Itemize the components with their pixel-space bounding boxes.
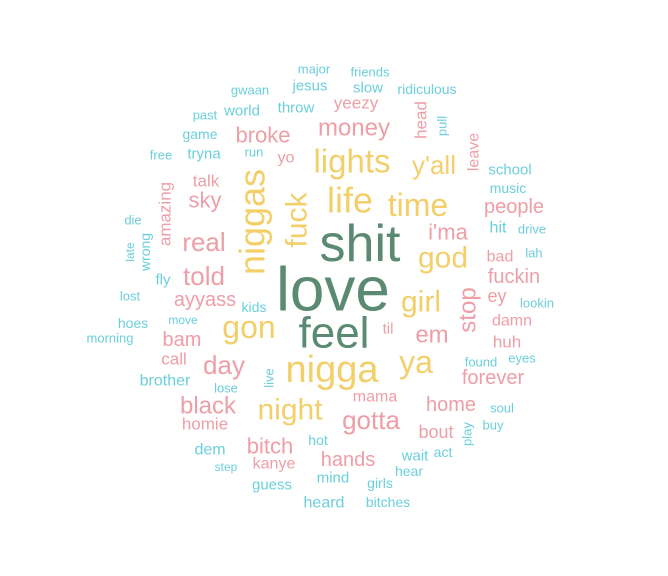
word-ima-21: i'ma bbox=[428, 220, 468, 245]
word-lights-6: lights bbox=[313, 143, 390, 180]
word-step-92: step bbox=[215, 460, 238, 474]
word-leave-39: leave bbox=[466, 133, 483, 171]
word-throw-59: throw bbox=[278, 100, 315, 117]
word-pull-71: pull bbox=[435, 116, 450, 136]
word-money-16: money bbox=[318, 115, 390, 142]
word-bout-35: bout bbox=[418, 422, 453, 442]
word-lose-80: lose bbox=[214, 381, 238, 396]
word-life-5: life bbox=[327, 180, 373, 221]
word-head-38: head bbox=[412, 101, 431, 139]
word-yeezy-37: yeezy bbox=[334, 94, 379, 113]
word-hot-90: hot bbox=[308, 432, 328, 448]
word-damn-44: damn bbox=[492, 313, 532, 330]
word-real-18: real bbox=[182, 227, 225, 257]
word-ridiculous-63: ridiculous bbox=[397, 81, 456, 97]
word-hear-89: hear bbox=[395, 463, 423, 479]
word-friends-64: friends bbox=[350, 65, 390, 80]
word-feel-2: feel bbox=[299, 309, 370, 358]
word-sky-25: sky bbox=[189, 188, 222, 213]
word-ey-46: ey bbox=[487, 286, 506, 306]
word-kanye-49: kanye bbox=[253, 456, 296, 473]
word-game-68: game bbox=[182, 126, 217, 142]
word-amazing-34: amazing bbox=[156, 182, 175, 246]
word-world-60: world bbox=[223, 103, 260, 120]
word-lah-56: lah bbox=[525, 246, 542, 261]
word-call-42: call bbox=[161, 350, 187, 369]
word-mind-94: mind bbox=[317, 470, 350, 487]
word-fuckin-31: fuckin bbox=[488, 266, 540, 288]
word-shit-1: shit bbox=[320, 215, 401, 273]
word-dem-91: dem bbox=[194, 442, 225, 459]
word-soul-84: soul bbox=[490, 401, 514, 416]
word-gon-9: gon bbox=[222, 309, 275, 345]
word-broke-24: broke bbox=[235, 123, 290, 148]
word-nigga-3: nigga bbox=[286, 349, 380, 391]
word-wait-88: wait bbox=[401, 448, 430, 465]
word-act-87: act bbox=[434, 444, 453, 460]
word-wrong-50: wrong bbox=[137, 233, 153, 272]
word-gwaan-66: gwaan bbox=[231, 83, 269, 98]
word-forever-28: forever bbox=[462, 367, 525, 389]
word-play-86: play bbox=[460, 422, 475, 446]
word-lookin-57: lookin bbox=[520, 296, 554, 311]
word-morning-79: morning bbox=[87, 331, 134, 346]
word-fly-74: fly bbox=[156, 272, 172, 289]
word-hands-29: hands bbox=[321, 449, 376, 471]
word-major-65: major bbox=[298, 62, 331, 77]
word-homie-40: homie bbox=[182, 415, 228, 434]
word-buy-85: buy bbox=[483, 418, 504, 433]
word-late-73: late bbox=[123, 242, 137, 262]
word-music-54: music bbox=[490, 180, 527, 196]
word-past-67: past bbox=[193, 108, 218, 123]
word-bitch-26: bitch bbox=[247, 434, 293, 459]
word-lost-75: lost bbox=[120, 289, 141, 304]
word-love-0: love bbox=[276, 256, 390, 325]
word-em-20: em bbox=[415, 322, 448, 349]
word-slow-62: slow bbox=[353, 80, 383, 97]
word-bad-45: bad bbox=[487, 249, 514, 266]
word-move-77: move bbox=[168, 313, 198, 327]
word-school-53: school bbox=[488, 162, 531, 179]
word-jesus-61: jesus bbox=[291, 78, 327, 95]
word-til-48: til bbox=[383, 321, 394, 338]
word-ya-12: ya bbox=[399, 344, 433, 380]
word-heard-96: heard bbox=[304, 495, 345, 512]
word-girl-10: girl bbox=[401, 286, 441, 319]
word-tryna-58: tryna bbox=[187, 146, 221, 163]
word-niggas-4: niggas bbox=[232, 169, 273, 275]
word-kids-76: kids bbox=[242, 299, 267, 315]
word-die-72: die bbox=[124, 213, 141, 228]
word-hit-52: hit bbox=[490, 220, 507, 237]
word-day-19: day bbox=[203, 350, 245, 380]
word-yo-47: yo bbox=[278, 150, 295, 167]
word-talk-36: talk bbox=[193, 172, 220, 191]
word-bam-32: bam bbox=[163, 329, 202, 351]
word-run-70: run bbox=[245, 145, 264, 160]
word-girls-95: girls bbox=[367, 475, 393, 491]
word-hoes-78: hoes bbox=[118, 315, 148, 331]
word-bitches-97: bitches bbox=[366, 494, 410, 510]
word-live-81: live bbox=[262, 368, 277, 388]
word-people-30: people bbox=[484, 196, 544, 218]
word-home-27: home bbox=[426, 394, 476, 416]
word-god-11: god bbox=[418, 242, 468, 275]
word-stop-22: stop bbox=[455, 287, 482, 332]
word-night-14: night bbox=[257, 394, 323, 427]
word-time-7: time bbox=[388, 187, 448, 223]
word-told-17: told bbox=[183, 261, 225, 291]
word-huh-43: huh bbox=[493, 333, 521, 352]
word-brother-51: brother bbox=[140, 373, 191, 390]
word-yall-13: y'all bbox=[412, 150, 456, 180]
word-free-69: free bbox=[150, 148, 172, 163]
word-ayyass-33: ayyass bbox=[174, 289, 236, 311]
word-mama-41: mama bbox=[353, 389, 398, 406]
word-fuck-8: fuck bbox=[281, 191, 314, 247]
word-drive-55: drive bbox=[518, 222, 546, 237]
word-gotta-15: gotta bbox=[342, 405, 400, 435]
word-black-23: black bbox=[180, 393, 237, 420]
word-eyes-83: eyes bbox=[508, 351, 536, 366]
word-guess-93: guess bbox=[252, 477, 292, 494]
word-found-82: found bbox=[465, 355, 498, 370]
